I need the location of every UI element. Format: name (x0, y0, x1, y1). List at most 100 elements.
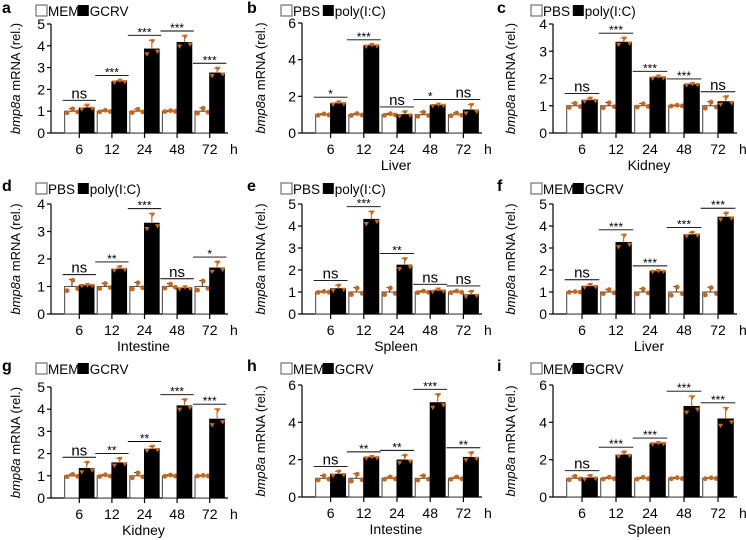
data-point (611, 476, 617, 482)
data-point (64, 110, 70, 116)
panel-letter: a (2, 0, 11, 17)
x-axis-label: Intestine (370, 521, 423, 537)
data-point (374, 44, 380, 49)
x-tick-label: 12 (356, 141, 372, 157)
data-point (407, 459, 413, 464)
y-axis-label-unit: mRNA (rel.) (253, 385, 268, 457)
data-point (182, 285, 188, 290)
bar-treatment (649, 271, 666, 315)
y-tick-label: 0 (539, 306, 547, 322)
data-point (440, 289, 447, 294)
y-tick-label: 1 (288, 284, 296, 300)
y-tick-label: 2 (288, 88, 296, 104)
data-point (150, 212, 156, 217)
data-point (84, 460, 91, 466)
data-point (111, 463, 117, 468)
panel-letter: e (247, 178, 256, 195)
data-point (382, 476, 387, 482)
data-point (421, 288, 426, 294)
x-unit-label: h (230, 506, 238, 522)
bar-treatment (683, 84, 700, 134)
significance-label: ns (389, 92, 405, 109)
panel-letter: i (497, 358, 501, 375)
significance-label: *** (137, 25, 151, 39)
y-tick-label: 4 (288, 218, 296, 234)
x-axis-label: Kidney (122, 522, 165, 538)
data-point (162, 473, 168, 479)
data-point (668, 103, 674, 109)
legend-label-control: PBS (48, 182, 75, 197)
data-point (122, 80, 128, 85)
data-point (592, 285, 599, 290)
y-axis-label-gene: bmp8a (8, 94, 23, 134)
significance-label: ns (169, 264, 185, 281)
significance-label: ns (710, 77, 726, 94)
significance-label: *** (170, 21, 184, 35)
x-tick-label: 72 (202, 322, 218, 338)
data-point (97, 474, 103, 479)
bar-control (634, 105, 651, 134)
x-tick-label: 72 (710, 322, 726, 338)
data-point (587, 473, 594, 479)
data-point (402, 110, 408, 115)
data-point (650, 76, 656, 81)
y-tick-label: 0 (288, 125, 296, 141)
data-point (382, 292, 387, 298)
data-point (645, 476, 651, 482)
data-point (321, 111, 327, 117)
x-tick-label: 6 (327, 505, 335, 521)
data-point (650, 442, 656, 447)
data-point (407, 113, 413, 118)
significance-label: ** (107, 443, 117, 457)
data-point (382, 112, 387, 118)
x-tick-label: 48 (169, 141, 185, 157)
bar-treatment (429, 290, 446, 315)
data-point (341, 287, 347, 293)
bar-treatment (111, 462, 128, 499)
data-point (336, 100, 342, 105)
data-point (97, 109, 103, 115)
bar-treatment (581, 99, 598, 134)
data-point (415, 477, 421, 483)
data-point (674, 284, 680, 290)
data-point (117, 456, 123, 462)
data-point (176, 407, 183, 412)
legend-label-treatment: poly(I:C) (90, 182, 141, 197)
data-point (330, 473, 336, 479)
legend-swatch-treatment (77, 5, 89, 16)
y-axis-label-unit: mRNA (rel.) (253, 203, 268, 275)
x-tick-label: 24 (137, 141, 153, 157)
x-tick-label: 72 (456, 505, 472, 521)
y-tick-label: 2 (288, 452, 296, 468)
data-point (111, 268, 117, 273)
significance-label: *** (609, 23, 623, 37)
significance-label: ns (574, 456, 590, 473)
x-tick-label: 48 (422, 322, 438, 338)
data-point (459, 476, 465, 482)
data-point (421, 473, 426, 479)
data-point (421, 109, 426, 115)
data-point (64, 474, 70, 480)
x-tick-label: 72 (456, 141, 472, 157)
data-point (187, 286, 193, 292)
legend-swatch-control (280, 4, 293, 17)
legend-label-treatment: GCRV (335, 362, 374, 377)
x-tick-label: 6 (578, 322, 586, 338)
data-point (326, 289, 332, 295)
data-point (660, 76, 667, 81)
legend-swatch-treatment (572, 5, 584, 16)
data-point (187, 42, 193, 47)
data-point (640, 286, 646, 292)
data-point (70, 106, 76, 112)
x-tick-label: 48 (422, 505, 438, 521)
x-tick-label: 6 (578, 141, 586, 157)
data-point (348, 478, 354, 484)
y-tick-label: 0 (539, 125, 547, 141)
x-unit-label: h (484, 322, 492, 338)
legend-swatch-treatment (572, 363, 584, 374)
bar-treatment (717, 216, 734, 315)
data-point (718, 102, 724, 108)
data-point (363, 44, 369, 49)
